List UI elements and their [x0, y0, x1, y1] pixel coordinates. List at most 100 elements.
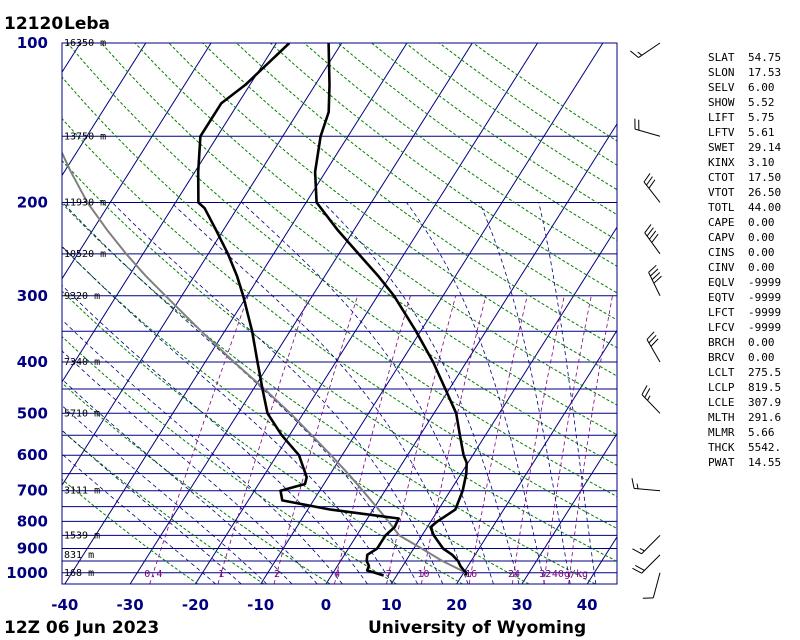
isotherm: [194, 43, 539, 584]
mixing-ratio-label: 7: [386, 569, 392, 580]
index-row-pwat: PWAT 14.55: [708, 455, 781, 470]
stability-indices: SLAT 54.75 SLON 17.53 SELV 6.00 SHOW 5.52 LIFT 5.…: [708, 50, 781, 470]
height-label: 5710 m: [64, 408, 100, 419]
pressure-tick-label: 1000: [6, 564, 48, 582]
wind-barb-flag: [648, 334, 657, 344]
wind-barb-half-flag: [647, 395, 651, 401]
temperature-tick-label: -20: [182, 596, 209, 614]
temperature-tick-label: 40: [577, 596, 598, 614]
mixing-ratio-label: 2: [274, 569, 280, 580]
mixing-ratio-line: [511, 295, 565, 584]
index-key: CAPV: [708, 231, 735, 244]
index-key: CINV: [708, 261, 735, 274]
pressure-tick-label: 300: [17, 287, 48, 305]
moist-adiabat: [479, 202, 571, 584]
moist-adiabat: [62, 405, 267, 584]
index-value: 26.50: [748, 186, 782, 199]
index-value: 5.61: [748, 126, 775, 139]
temperature-tick-label: 20: [446, 596, 467, 614]
index-row-lftv: LFTV 5.61: [708, 125, 781, 140]
wind-barb-half-flag: [639, 548, 645, 552]
index-value: 14.55: [748, 456, 782, 469]
wind-barb-flag: [650, 338, 659, 347]
index-value: 0.00: [748, 216, 775, 229]
wind-barb-staff: [646, 339, 661, 363]
index-value: 44.00: [748, 201, 782, 214]
mixing-ratio-label: 16: [465, 569, 477, 580]
grid-lines: [62, 43, 617, 584]
index-key: VTOT: [708, 186, 735, 199]
wind-barb-staff: [641, 394, 661, 414]
index-row-thck: THCK 5542.: [708, 440, 781, 455]
index-row-show: SHOW 5.52: [708, 95, 781, 110]
pressure-tick-label: 100: [17, 34, 48, 52]
index-row-swet: SWET 29.14: [708, 140, 781, 155]
index-value: 0.00: [748, 336, 775, 349]
isotherm: [62, 43, 147, 177]
index-value: 819.5: [748, 381, 782, 394]
index-key: SHOW: [708, 96, 735, 109]
wind-barb-half-flag: [636, 483, 639, 489]
wind-barb-flag: [649, 230, 657, 240]
index-row-kinx: KINX 3.10: [708, 155, 781, 170]
pressure-tick-label: 500: [17, 404, 48, 422]
index-key: BRCH: [708, 336, 735, 349]
moist-adiabat: [241, 202, 494, 584]
pressure-tick-label: 700: [17, 482, 48, 500]
wind-barb: [646, 331, 661, 363]
dry-adiabat: [168, 43, 617, 377]
station-id: 12120: [4, 14, 63, 34]
index-key: SELV: [708, 81, 735, 94]
height-label: 13750 m: [64, 131, 106, 142]
dry-adiabat: [134, 43, 617, 406]
wind-barbs: [630, 42, 662, 599]
moist-adiabat: [62, 202, 418, 584]
index-value: 17.53: [748, 66, 782, 79]
moist-adiabat: [62, 453, 216, 584]
isotherm: [521, 432, 617, 584]
wind-barb-flag: [644, 388, 651, 398]
dewpoint-line: [196, 43, 400, 577]
wind-barb-flag: [646, 227, 654, 237]
index-key: TOTL: [708, 201, 735, 214]
moist-adiabat: [62, 378, 293, 584]
height-label: 1539 m: [64, 530, 100, 541]
temperature-tick-label: -40: [51, 596, 78, 614]
index-key: CINS: [708, 246, 735, 259]
index-value: 307.9: [748, 396, 782, 409]
temperature-tick-label: -10: [247, 596, 274, 614]
index-row-cape: CAPE 0.00: [708, 215, 781, 230]
index-row-slat: SLAT 54.75: [708, 50, 781, 65]
isotherm: [62, 43, 81, 74]
dry-adiabat: [62, 159, 617, 563]
moist-adiabat: [62, 429, 242, 584]
moist-adiabat: [406, 202, 545, 584]
isotherm: [62, 43, 277, 383]
mixing-ratio-line: [421, 295, 487, 584]
index-row-capv: CAPV 0.00: [708, 230, 781, 245]
dry-adiabat: [269, 43, 617, 294]
index-key: LFCV: [708, 321, 735, 334]
isotherm: [325, 122, 617, 584]
dry-adiabat: [236, 43, 617, 321]
mixing-ratio-line: [543, 295, 592, 584]
index-key: THCK: [708, 441, 735, 454]
wind-barb: [632, 554, 661, 574]
dry-adiabat: [202, 43, 617, 349]
index-key: EQLV: [708, 276, 735, 289]
index-value: 6.00: [748, 81, 775, 94]
index-key: MLTH: [708, 411, 735, 424]
moist-adiabat: [170, 202, 469, 584]
index-value: 5.52: [748, 96, 775, 109]
wind-barb: [630, 42, 661, 58]
mixing-ratio-label: 40g/kg: [552, 569, 588, 580]
isotherm: [260, 43, 604, 584]
index-value: 275.5: [748, 366, 782, 379]
wind-barb-flag: [635, 565, 645, 571]
temperature-line: [313, 43, 468, 576]
height-label: 168 m: [64, 568, 94, 579]
moist-adiabat: [62, 245, 393, 584]
wind-barb-staff: [643, 181, 661, 203]
wind-barb: [631, 478, 661, 492]
